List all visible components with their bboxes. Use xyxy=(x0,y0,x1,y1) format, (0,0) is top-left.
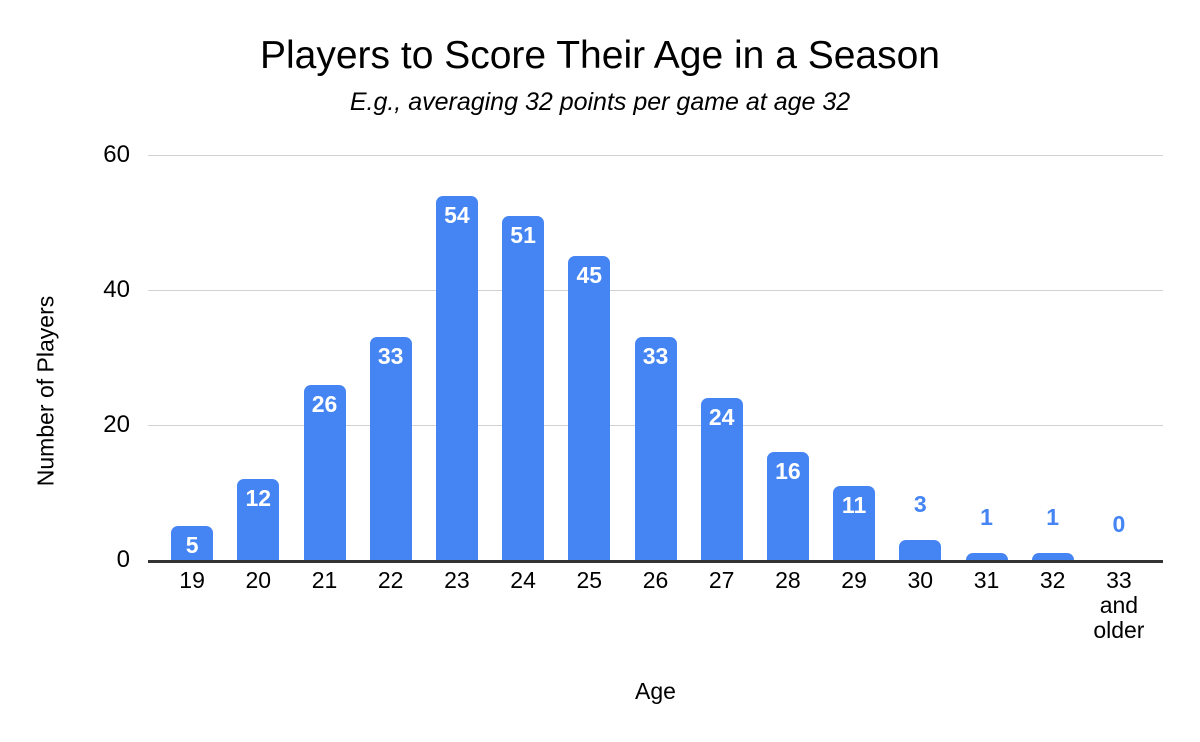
bar-value-label: 54 xyxy=(444,201,470,228)
y-tick-label: 40 xyxy=(103,276,130,303)
x-tick-label: 32 xyxy=(1039,567,1066,593)
y-tick-label: 0 xyxy=(116,546,130,573)
bar-value-label: 16 xyxy=(775,458,801,484)
x-tick-label: 21 xyxy=(311,567,338,593)
x-tick-label: 20 xyxy=(245,567,272,593)
bar: 24 xyxy=(700,398,743,560)
bar-value-label: 5 xyxy=(185,532,199,559)
bar: 26 xyxy=(303,384,346,560)
x-axis-line xyxy=(148,560,1163,563)
gridline xyxy=(148,154,1163,156)
x-tick-label: 24 xyxy=(510,567,536,593)
bar-value-label: 51 xyxy=(510,221,536,248)
x-tick-label: 19 xyxy=(179,567,205,593)
bar-value-label: 12 xyxy=(245,485,272,511)
x-tick-label: 33 and older xyxy=(1093,567,1145,643)
bar-value-label: 1 xyxy=(980,504,993,531)
x-tick-label: 30 xyxy=(907,567,934,593)
y-tick-label: 20 xyxy=(103,411,130,438)
x-axis-title: Age xyxy=(635,678,676,704)
bar xyxy=(899,539,942,560)
x-tick-label: 26 xyxy=(642,567,669,593)
chart-subtitle: E.g., averaging 32 points per game at ag… xyxy=(349,88,851,116)
bar-value-label: 3 xyxy=(913,490,927,517)
bar-value-label: 24 xyxy=(708,404,735,430)
bar: 16 xyxy=(766,452,809,560)
bar: 54 xyxy=(435,195,478,560)
y-axis-title: Number of Players xyxy=(32,295,59,487)
bar: 11 xyxy=(833,485,876,560)
bar: 45 xyxy=(568,256,611,560)
bar: 33 xyxy=(369,337,412,560)
bar xyxy=(1031,553,1074,560)
y-tick-label: 60 xyxy=(103,141,130,168)
plot-area: 0 20 40 60 5 19 12 20 26 21 33 22 54 23 51 24 45 25 33 26 24… xyxy=(103,142,1163,643)
bar-value-label: 33 xyxy=(377,343,404,370)
x-tick-label: 28 xyxy=(775,567,801,593)
x-tick-label: 22 xyxy=(377,567,404,593)
x-tick-label: 25 xyxy=(576,567,603,593)
x-tick-label: 27 xyxy=(708,567,735,593)
gridline xyxy=(148,289,1163,291)
bar: 12 xyxy=(237,479,280,560)
bar xyxy=(965,553,1008,560)
bar-value-label: 33 xyxy=(642,343,669,370)
bar: 33 xyxy=(634,337,677,560)
bar-value-label: 45 xyxy=(576,262,603,289)
bar-value-label: 26 xyxy=(311,390,338,417)
x-tick-label: 29 xyxy=(841,567,867,593)
bar: 5 xyxy=(171,526,214,560)
chart-title: Players to Score Their Age in a Season xyxy=(259,34,940,77)
x-tick-label: 23 xyxy=(444,567,470,593)
x-tick-label: 31 xyxy=(973,567,1000,593)
bar-value-label: 1 xyxy=(1046,504,1060,531)
bar-value-label: 11 xyxy=(841,491,867,518)
bar-value-label: 0 xyxy=(1112,511,1126,537)
bar: 51 xyxy=(502,215,545,560)
